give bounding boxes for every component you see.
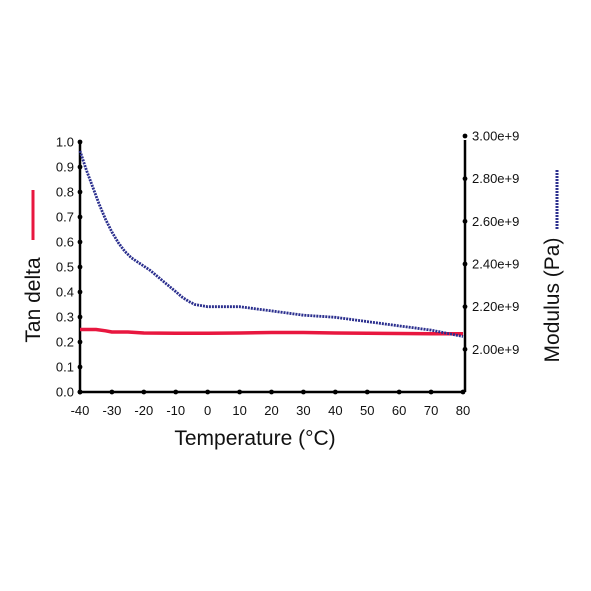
right-y-tick-mark	[462, 304, 468, 310]
x-tick-label: 60	[392, 403, 406, 418]
left-y-tick-label: 0.4	[56, 285, 74, 300]
x-tick-mark	[205, 389, 211, 395]
left-y-tick-mark	[77, 364, 83, 370]
x-tick-label: 10	[232, 403, 246, 418]
x-tick-label: 20	[264, 403, 278, 418]
left-y-tick-label: 0.9	[56, 160, 74, 175]
x-tick-label: 40	[328, 403, 342, 418]
x-tick-label: 50	[360, 403, 374, 418]
right-y-tick-group: 2.00e+9 2.20e+9 2.40e+9 2.60e+9 2.80e+9 3.00e…	[462, 129, 519, 357]
modulus-line	[78, 150, 464, 338]
right-y-tick-mark	[462, 261, 468, 267]
right-y-tick-label: 2.40e+9	[472, 257, 519, 272]
x-tick-label: 0	[204, 403, 211, 418]
right-y-tick-mark	[462, 133, 468, 139]
left-y-tick-label: 0.6	[56, 235, 74, 250]
right-y-axis-title: Modulus (Pa)	[541, 238, 564, 363]
x-tick-mark	[141, 389, 147, 395]
left-y-axis-title: Tan delta	[22, 257, 45, 343]
left-y-tick-mark	[77, 164, 83, 170]
right-y-tick-mark	[462, 218, 468, 224]
left-y-tick-label: 0.0	[56, 385, 74, 400]
x-tick-mark	[173, 389, 179, 395]
left-y-tick-mark	[77, 389, 83, 395]
right-y-tick-label: 2.20e+9	[472, 299, 519, 314]
right-y-tick-label: 2.00e+9	[472, 342, 519, 357]
left-y-tick-label: 0.3	[56, 310, 74, 325]
axes-frame	[78, 140, 467, 394]
left-y-tick-mark	[77, 189, 83, 195]
x-tick-label: -20	[134, 403, 153, 418]
x-tick-mark	[332, 389, 338, 395]
x-tick-label: 30	[296, 403, 310, 418]
x-tick-mark	[237, 389, 242, 395]
left-y-tick-label: 0.2	[56, 335, 74, 350]
x-tick-mark	[301, 389, 306, 395]
left-y-tick-label: 0.1	[56, 360, 74, 375]
x-tick-label: -10	[166, 403, 185, 418]
x-tick-label: 70	[424, 403, 438, 418]
tan-delta-line	[80, 327, 463, 336]
x-tick-mark	[364, 389, 370, 395]
x-tick-mark	[428, 389, 434, 395]
x-tick-mark	[460, 389, 466, 395]
left-y-tick-group: 0.0 0.1 0.2 0.3 0.4 0.5 0.6 0.7 0.8 0.9 1.0	[56, 135, 83, 400]
left-y-tick-mark	[77, 139, 83, 145]
x-tick-label: -30	[103, 403, 122, 418]
x-axis-title: Temperature (°C)	[174, 427, 335, 450]
left-y-tick-mark	[77, 239, 83, 245]
right-y-tick-mark	[462, 176, 468, 182]
right-y-tick-label: 3.00e+9	[472, 129, 519, 144]
left-y-tick-mark	[77, 314, 83, 320]
left-y-tick-mark	[77, 289, 83, 295]
right-y-tick-mark	[462, 346, 468, 352]
series-layer	[78, 150, 464, 338]
x-tick-group: -40 -30 -20 -10 0 10 20 30 40 50 60 70 80	[71, 389, 470, 418]
left-y-tick-mark	[77, 339, 83, 345]
left-y-tick-mark	[77, 264, 83, 270]
left-y-tick-label: 0.8	[56, 185, 74, 200]
x-tick-mark	[109, 389, 115, 395]
right-y-tick-label: 2.60e+9	[472, 214, 519, 229]
right-y-tick-label: 2.80e+9	[472, 171, 519, 186]
left-y-tick-label: 1.0	[56, 135, 74, 150]
left-y-tick-label: 0.5	[56, 260, 74, 275]
left-y-tick-mark	[77, 214, 83, 220]
x-tick-label: -40	[71, 403, 90, 418]
left-y-tick-label: 0.7	[56, 210, 74, 225]
x-tick-label: 80	[456, 403, 470, 418]
x-tick-mark	[396, 389, 402, 395]
x-tick-mark	[269, 389, 274, 395]
